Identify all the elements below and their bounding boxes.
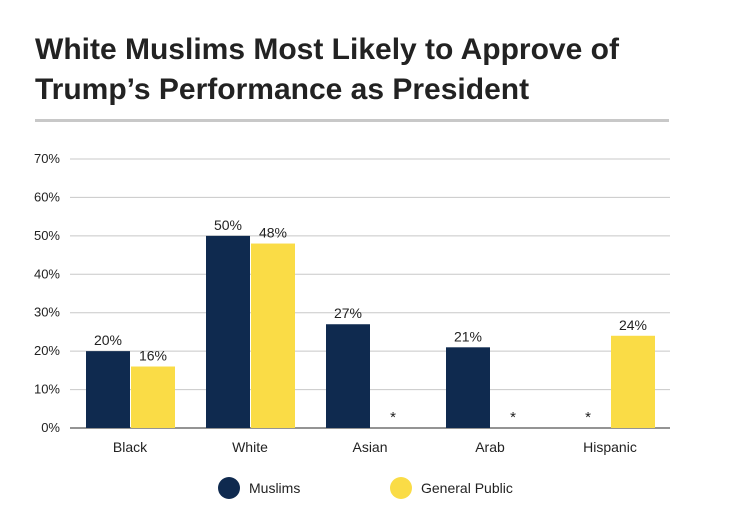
legend-swatch-muslims — [218, 477, 240, 499]
y-tick-label: 0% — [41, 420, 60, 435]
y-tick-label: 70% — [34, 151, 60, 166]
y-tick-label: 40% — [34, 266, 60, 281]
data-label-general-public-white: 48% — [259, 225, 287, 241]
no-data-marker-muslims-hispanic: * — [585, 409, 591, 426]
data-label-muslims-black: 20% — [94, 332, 122, 348]
bar-muslims-arab — [446, 347, 490, 428]
y-tick-label: 30% — [34, 305, 60, 320]
x-tick-label: Hispanic — [583, 439, 637, 455]
bar-chart: 0% 10% 20% 30% 40% 50% 60% 70% 20% 16% Black 50% 48%… — [34, 151, 670, 455]
x-tick-label: Arab — [475, 439, 505, 455]
y-tick-label: 20% — [34, 343, 60, 358]
legend-item-general-public: General Public — [390, 477, 513, 499]
bar-muslims-white — [206, 235, 250, 428]
chart-title: White Muslims Most Likely to Approve of … — [35, 33, 619, 106]
y-tick-label: 50% — [34, 228, 60, 243]
legend-swatch-general-public — [390, 477, 412, 499]
bar-general-public-white — [251, 243, 295, 428]
x-tick-label: Black — [113, 439, 148, 455]
legend: Muslims General Public — [0, 477, 736, 501]
bar-general-public-black — [131, 366, 175, 428]
x-tick-label: Asian — [352, 439, 387, 455]
title-divider — [35, 119, 669, 122]
data-label-muslims-asian: 27% — [334, 305, 362, 321]
data-label-muslims-white: 50% — [214, 217, 242, 233]
bar-muslims-asian — [326, 324, 370, 428]
data-label-muslims-arab: 21% — [454, 328, 482, 344]
legend-item-muslims: Muslims — [218, 477, 300, 499]
y-tick-label: 10% — [34, 382, 60, 397]
legend-label-general-public: General Public — [421, 480, 513, 496]
data-label-general-public-black: 16% — [139, 348, 167, 364]
no-data-marker-general-public-arab: * — [510, 409, 516, 426]
bar-general-public-hispanic — [611, 335, 655, 428]
legend-label-muslims: Muslims — [249, 480, 301, 496]
no-data-marker-general-public-asian: * — [390, 409, 396, 426]
bar-muslims-black — [86, 351, 130, 428]
x-tick-label: White — [232, 439, 268, 455]
data-label-general-public-hispanic: 24% — [619, 317, 647, 333]
y-tick-label: 60% — [34, 189, 60, 204]
